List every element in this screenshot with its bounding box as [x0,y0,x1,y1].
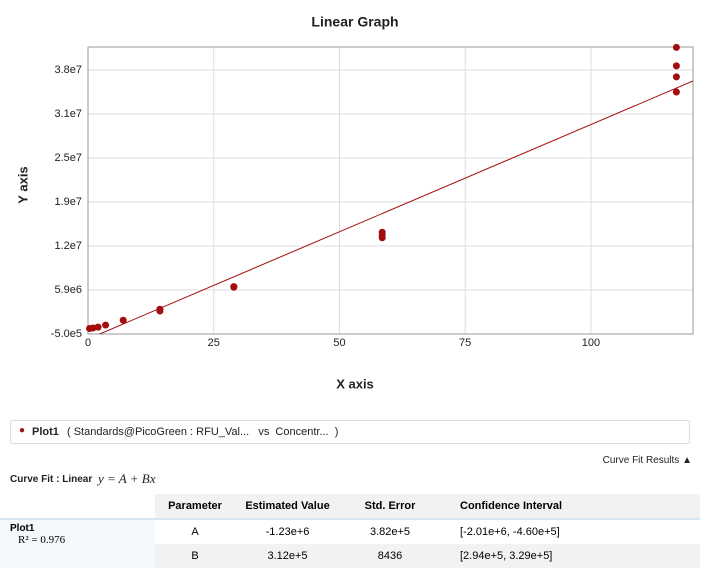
data-point [119,316,127,324]
chart: Linear Graph X axis Y axis -5.0e5 5.9e6 1.… [15,14,694,391]
x-axis-label: X axis [336,376,374,391]
x-tick-label: 100 [582,337,600,349]
x-tick-label: 75 [459,337,471,349]
chart-title: Linear Graph [311,14,398,30]
data-point [378,234,386,242]
data-point [672,43,680,51]
y-tick-label: 2.5e7 [54,152,82,164]
cell: 3.12e+5 [267,550,308,562]
y-tick-label: 3.1e7 [54,108,82,120]
curve-fit-toggle[interactable]: Curve Fit Results ▲ [602,455,692,466]
cell: 8436 [377,550,403,562]
cell: [2.94e+5, 3.29e+5] [460,550,553,562]
y-tick-label: 5.9e6 [54,284,82,296]
plot-area [98,80,693,334]
data-point [672,88,680,96]
cell: B [191,550,199,562]
results-table: Parameter Estimated Value Std. Error Con… [0,494,700,568]
curve-fit-label: Curve Fit : Linear [10,474,93,485]
y-tick-label: 3.8e7 [54,64,82,76]
column-header: Estimated Value [235,494,340,519]
cell: -1.23e+6 [265,526,310,538]
cell: 3.82e+5 [369,526,411,538]
cell: A [191,526,199,538]
data-point [672,62,680,70]
legend-marker: ● [19,425,26,436]
y-tick-label: -5.0e5 [51,328,82,340]
y-tick-label: 1.2e7 [54,240,82,252]
plot-cell: Plot1 R² = 0.976 [0,519,155,568]
y-axis-label: Y axis [15,166,30,203]
cell: [-2.01e+6, -4.60e+5] [460,526,560,538]
data-point [230,283,238,291]
x-tick-label: 25 [208,337,220,349]
legend-description: ( Standards@PicoGreen : RFU_Val... vs Co… [67,426,339,438]
curve-fit-formula: y = A + Bx [98,471,156,486]
x-tick-label: 0 [85,337,91,349]
x-tick-label: 50 [333,337,345,349]
column-header: Confidence Interval [440,494,700,519]
plot-name: Plot1 [10,523,35,534]
column-header: Std. Error [340,494,440,519]
plot-border [87,46,694,335]
legend-plot[interactable]: Plot1 [32,426,59,438]
fit-line [98,80,693,334]
data-point [672,73,680,81]
y-tick-label: 1.9e7 [54,196,82,208]
data-point [102,321,110,329]
data-point [156,307,164,315]
column-header: Parameter [155,494,235,519]
data-point [94,323,102,331]
legend-box: ● Plot1 ( Standards@PicoGreen : RFU_Val.… [10,420,690,444]
r-squared: R² = 0.976 [18,534,66,546]
